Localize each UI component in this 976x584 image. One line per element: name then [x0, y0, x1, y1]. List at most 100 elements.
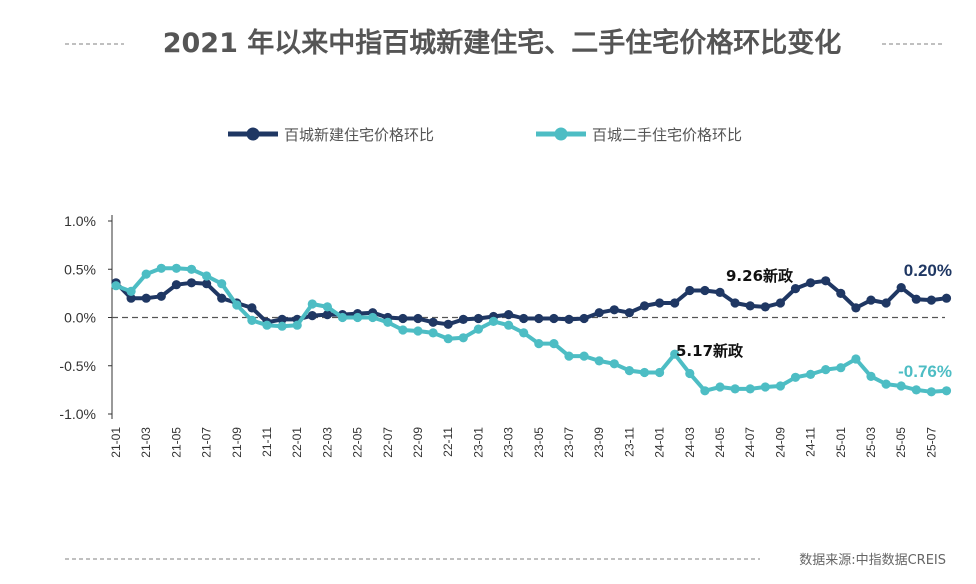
- legend-marker-new-home: [246, 127, 260, 141]
- x-tick-label: 22-05: [351, 427, 365, 458]
- data-point-new-home: [790, 284, 801, 294]
- data-point-second-hand: [413, 326, 423, 336]
- data-point-second-hand: [896, 381, 906, 391]
- data-point-second-hand: [926, 387, 937, 397]
- data-point-second-hand: [941, 386, 952, 396]
- x-tick-label: 21-05: [169, 427, 183, 458]
- data-point-new-home: [443, 319, 453, 329]
- source-note: 数据来源:中指数据CREIS: [799, 553, 946, 568]
- data-point-second-hand: [141, 269, 151, 279]
- data-point-new-home: [670, 298, 680, 308]
- data-point-new-home: [594, 308, 604, 318]
- data-point-second-hand: [624, 366, 635, 376]
- data-point-new-home: [171, 280, 181, 290]
- data-point-second-hand: [806, 369, 816, 379]
- y-tick-label: -0.5%: [59, 358, 96, 374]
- data-point-new-home: [549, 313, 559, 324]
- data-point-second-hand: [534, 339, 544, 349]
- chart-title: 2021 年以来中指百城新建住宅、二手住宅价格环比变化: [163, 27, 842, 59]
- x-tick-label: 21-09: [230, 427, 244, 458]
- data-point-second-hand: [594, 356, 604, 366]
- data-point-second-hand: [428, 328, 438, 338]
- data-point-new-home: [322, 310, 332, 320]
- annotation-9-26-policy: 9.26新政: [726, 267, 794, 285]
- data-point-new-home: [609, 305, 619, 315]
- data-point-second-hand: [186, 264, 197, 274]
- data-point-new-home: [413, 313, 423, 324]
- data-point-second-hand: [851, 354, 861, 364]
- x-tick-label: 23-03: [502, 427, 516, 458]
- series-second-hand: [111, 263, 952, 397]
- annotation-5-17-policy: 5.17新政: [676, 342, 744, 360]
- data-point-new-home: [307, 311, 317, 321]
- legend: 百城新建住宅价格环比 百城二手住宅价格环比: [228, 126, 742, 144]
- data-point-new-home: [685, 285, 695, 296]
- data-point-second-hand: [111, 281, 121, 291]
- data-point-second-hand: [337, 312, 348, 323]
- data-point-second-hand: [715, 382, 725, 392]
- data-point-new-home: [760, 302, 770, 312]
- data-point-new-home: [473, 313, 483, 324]
- data-point-second-hand: [322, 302, 332, 312]
- x-tick-label: 24-01: [653, 427, 667, 458]
- data-point-new-home: [866, 295, 876, 305]
- data-point-second-hand: [262, 320, 272, 330]
- x-tick-label: 24-09: [773, 427, 787, 458]
- data-point-second-hand: [307, 299, 317, 309]
- data-point-second-hand: [473, 324, 483, 334]
- data-point-second-hand: [730, 384, 740, 394]
- data-point-new-home: [186, 278, 197, 288]
- data-point-new-home: [247, 303, 257, 313]
- x-tick-label: 23-07: [562, 427, 576, 458]
- data-point-second-hand: [911, 385, 921, 395]
- data-point-second-hand: [700, 386, 710, 396]
- data-point-second-hand: [790, 372, 801, 382]
- data-point-second-hand: [564, 351, 574, 361]
- data-point-new-home: [775, 298, 786, 308]
- data-point-second-hand: [760, 382, 770, 392]
- data-point-new-home: [534, 313, 544, 324]
- x-tick-label: 22-07: [381, 427, 395, 458]
- data-point-second-hand: [609, 359, 619, 369]
- data-point-new-home: [277, 314, 287, 324]
- data-point-new-home: [730, 298, 740, 308]
- data-point-new-home: [428, 317, 438, 327]
- data-point-new-home: [700, 285, 710, 296]
- y-tick-label: 1.0%: [64, 213, 96, 229]
- data-point-new-home: [564, 314, 574, 324]
- x-tick-label: 24-03: [683, 427, 697, 458]
- x-tick-label: 25-01: [834, 427, 848, 458]
- data-point-second-hand: [821, 365, 831, 375]
- x-axis-ticks: 21-01 21-03 21-05 21-07 21-09 21-11 22-01 22-03…: [109, 427, 938, 458]
- x-tick-label: 21-03: [139, 427, 153, 458]
- data-point-new-home: [851, 303, 861, 313]
- data-point-second-hand: [639, 367, 650, 378]
- data-point-second-hand: [232, 300, 242, 310]
- end-label-new-home: 0.20%: [904, 261, 952, 280]
- data-point-second-hand: [488, 316, 499, 326]
- data-point-second-hand: [579, 351, 589, 361]
- data-point-second-hand: [866, 371, 876, 381]
- series-line-second-hand: [115, 266, 947, 394]
- end-label-second-hand: -0.76%: [898, 362, 952, 381]
- x-tick-label: 22-11: [441, 427, 455, 457]
- y-tick-label: 0.0%: [64, 310, 96, 326]
- data-point-new-home: [821, 276, 831, 286]
- data-point-new-home: [836, 288, 846, 298]
- x-tick-label: 23-09: [592, 427, 606, 458]
- data-point-second-hand: [655, 367, 665, 378]
- x-tick-label: 23-01: [471, 427, 485, 458]
- data-point-second-hand: [368, 312, 378, 323]
- data-point-new-home: [881, 298, 891, 308]
- data-point-new-home: [126, 293, 136, 303]
- legend-label-new-home: 百城新建住宅价格环比: [284, 126, 434, 144]
- data-point-new-home: [398, 313, 408, 324]
- data-point-second-hand: [277, 321, 287, 331]
- data-point-second-hand: [443, 334, 453, 344]
- data-point-second-hand: [685, 368, 695, 379]
- data-point-second-hand: [881, 379, 891, 389]
- x-tick-label: 22-01: [290, 427, 304, 458]
- data-point-second-hand: [458, 333, 468, 343]
- x-tick-label: 25-05: [894, 427, 908, 458]
- data-point-second-hand: [670, 349, 680, 359]
